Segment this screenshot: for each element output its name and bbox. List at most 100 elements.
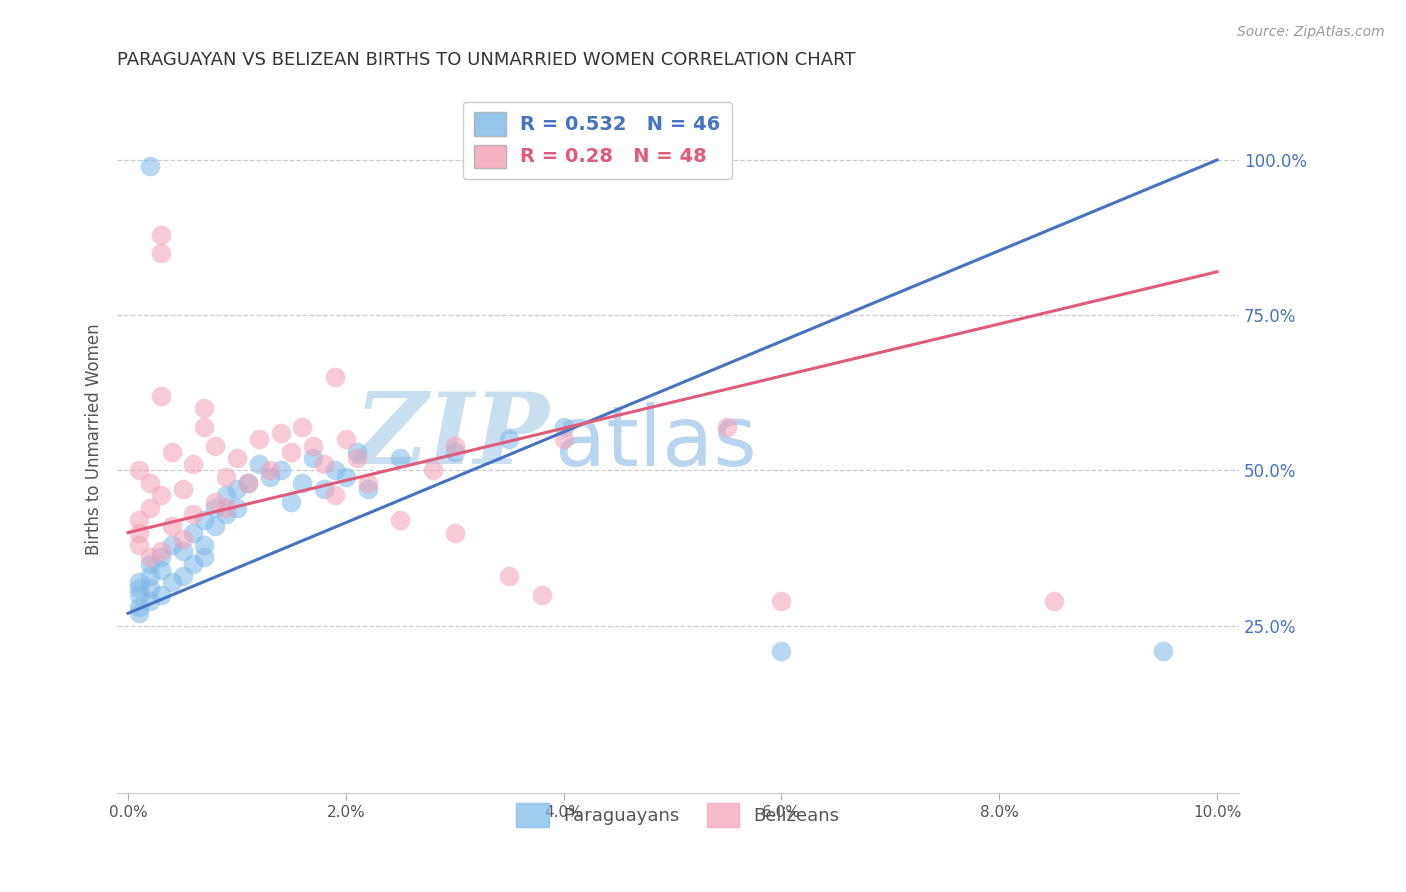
Point bbox=[291, 475, 314, 490]
Point bbox=[530, 588, 553, 602]
Point bbox=[215, 488, 238, 502]
Point bbox=[128, 525, 150, 540]
Point bbox=[314, 482, 336, 496]
Y-axis label: Births to Unmarried Women: Births to Unmarried Women bbox=[86, 324, 103, 555]
Point bbox=[770, 594, 793, 608]
Point bbox=[259, 469, 281, 483]
Point bbox=[389, 513, 412, 527]
Point bbox=[280, 494, 302, 508]
Point bbox=[128, 575, 150, 590]
Text: atlas: atlas bbox=[554, 402, 756, 483]
Point bbox=[443, 525, 465, 540]
Point bbox=[443, 445, 465, 459]
Point bbox=[149, 389, 172, 403]
Point bbox=[323, 488, 346, 502]
Point bbox=[160, 519, 183, 533]
Point bbox=[128, 588, 150, 602]
Text: PARAGUAYAN VS BELIZEAN BIRTHS TO UNMARRIED WOMEN CORRELATION CHART: PARAGUAYAN VS BELIZEAN BIRTHS TO UNMARRI… bbox=[117, 51, 856, 69]
Point bbox=[139, 569, 162, 583]
Point bbox=[335, 469, 357, 483]
Point bbox=[183, 457, 205, 471]
Point bbox=[183, 507, 205, 521]
Text: ZIP: ZIP bbox=[354, 388, 548, 484]
Point bbox=[193, 420, 215, 434]
Point bbox=[346, 445, 368, 459]
Point bbox=[128, 513, 150, 527]
Point bbox=[236, 475, 259, 490]
Point bbox=[280, 445, 302, 459]
Point bbox=[139, 582, 162, 596]
Point bbox=[553, 420, 575, 434]
Point bbox=[247, 433, 270, 447]
Point bbox=[226, 482, 249, 496]
Point bbox=[270, 426, 292, 441]
Point bbox=[346, 451, 368, 466]
Point bbox=[226, 500, 249, 515]
Point bbox=[356, 475, 378, 490]
Point bbox=[149, 563, 172, 577]
Point bbox=[149, 488, 172, 502]
Point bbox=[498, 569, 520, 583]
Text: Source: ZipAtlas.com: Source: ZipAtlas.com bbox=[1237, 25, 1385, 39]
Point bbox=[149, 588, 172, 602]
Point bbox=[215, 507, 238, 521]
Point bbox=[716, 420, 738, 434]
Point bbox=[356, 482, 378, 496]
Point bbox=[204, 519, 226, 533]
Point bbox=[149, 246, 172, 260]
Point bbox=[236, 475, 259, 490]
Point bbox=[183, 525, 205, 540]
Point bbox=[1042, 594, 1064, 608]
Point bbox=[193, 550, 215, 565]
Point bbox=[1152, 643, 1174, 657]
Point bbox=[172, 482, 194, 496]
Point bbox=[259, 463, 281, 477]
Point bbox=[204, 500, 226, 515]
Point bbox=[160, 445, 183, 459]
Point bbox=[183, 557, 205, 571]
Point bbox=[302, 439, 325, 453]
Point bbox=[128, 600, 150, 615]
Point bbox=[160, 538, 183, 552]
Point bbox=[498, 433, 520, 447]
Point bbox=[139, 557, 162, 571]
Point bbox=[335, 433, 357, 447]
Point bbox=[247, 457, 270, 471]
Point bbox=[139, 594, 162, 608]
Legend: Paraguayans, Belizeans: Paraguayans, Belizeans bbox=[509, 797, 846, 834]
Point bbox=[193, 401, 215, 416]
Point bbox=[128, 607, 150, 621]
Point bbox=[149, 544, 172, 558]
Point bbox=[204, 494, 226, 508]
Point bbox=[149, 227, 172, 242]
Point bbox=[270, 463, 292, 477]
Point bbox=[204, 439, 226, 453]
Point bbox=[553, 433, 575, 447]
Point bbox=[422, 463, 444, 477]
Point bbox=[172, 569, 194, 583]
Point bbox=[770, 643, 793, 657]
Point bbox=[215, 500, 238, 515]
Point bbox=[314, 457, 336, 471]
Point bbox=[160, 575, 183, 590]
Point bbox=[323, 370, 346, 384]
Point bbox=[139, 500, 162, 515]
Point bbox=[149, 550, 172, 565]
Point bbox=[226, 451, 249, 466]
Point bbox=[139, 475, 162, 490]
Point bbox=[128, 538, 150, 552]
Point bbox=[215, 469, 238, 483]
Point bbox=[389, 451, 412, 466]
Point bbox=[193, 513, 215, 527]
Point bbox=[323, 463, 346, 477]
Point bbox=[139, 159, 162, 173]
Point bbox=[128, 463, 150, 477]
Point bbox=[139, 550, 162, 565]
Point bbox=[291, 420, 314, 434]
Point bbox=[302, 451, 325, 466]
Point bbox=[443, 439, 465, 453]
Point bbox=[172, 532, 194, 546]
Point bbox=[193, 538, 215, 552]
Point bbox=[128, 582, 150, 596]
Point bbox=[172, 544, 194, 558]
